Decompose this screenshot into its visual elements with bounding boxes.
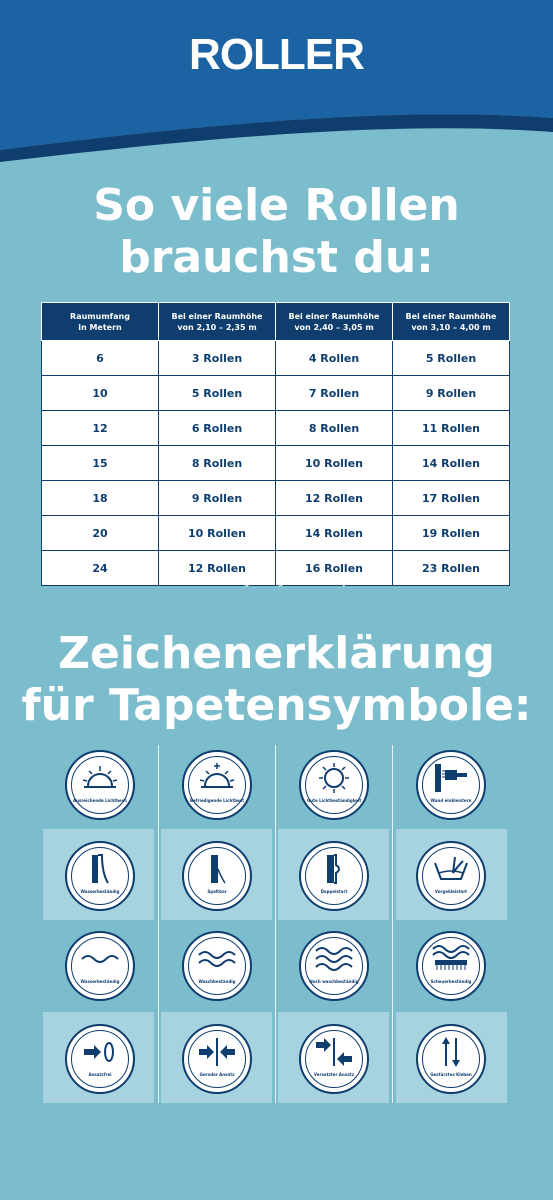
header-height-3: Bei einer Raumhöhe von 3,10 – 4,00 m bbox=[392, 302, 510, 341]
table-cell: 9 Rollen bbox=[158, 480, 276, 516]
table-cell: 8 Rollen bbox=[158, 445, 276, 481]
roller-logo[interactable]: ROLLER bbox=[189, 30, 365, 79]
table-cell: 10 Rollen bbox=[158, 515, 276, 551]
table-note: Diese Tabelle gilt für gemusterte Tapete… bbox=[181, 578, 372, 587]
dry-strippable-icon: Doppelstart bbox=[299, 841, 369, 911]
table-cell: 6 bbox=[41, 340, 159, 376]
grid-divider bbox=[275, 745, 276, 1103]
table-header-row: Raumumfang in Metern Bei einer Raumhöhe vo… bbox=[41, 302, 510, 341]
table-cell: 16 Rollen bbox=[275, 550, 393, 586]
grid-divider bbox=[158, 745, 159, 1103]
rolls-table: Raumumfang in Metern Bei einer Raumhöhe vo… bbox=[41, 302, 510, 586]
scrubbable-icon: Scheuerbeständig bbox=[416, 931, 486, 1001]
sun-half-plus-icon: Befriedigende Lichtbeständigkeit bbox=[182, 750, 252, 820]
table-cell: 12 Rollen bbox=[275, 480, 393, 516]
reverse-hanging-icon: Gestürztes Kleben bbox=[416, 1024, 486, 1094]
table-row: 18 9 Rollen 12 Rollen 17 Rollen bbox=[41, 480, 510, 516]
table-cell: 14 Rollen bbox=[392, 445, 510, 481]
table-cell: 20 bbox=[41, 515, 159, 551]
wet-removable-icon: Wasserbeständig bbox=[65, 841, 135, 911]
table-cell: 19 Rollen bbox=[392, 515, 510, 551]
table-row: 24 12 Rollen 16 Rollen 23 Rollen bbox=[41, 550, 510, 586]
table-row: 10 5 Rollen 7 Rollen 9 Rollen bbox=[41, 375, 510, 411]
table-cell: 5 Rollen bbox=[392, 340, 510, 376]
header-height-2: Bei einer Raumhöhe von 2,40 – 3,05 m bbox=[275, 302, 393, 341]
table-cell: 23 Rollen bbox=[392, 550, 510, 586]
table-cell: 4 Rollen bbox=[275, 340, 393, 376]
prepasted-icon: Vorgekleistert bbox=[416, 841, 486, 911]
table-row: 12 6 Rollen 8 Rollen 11 Rollen bbox=[41, 410, 510, 446]
table-cell: 10 Rollen bbox=[275, 445, 393, 481]
washable-icon: Waschbeständig bbox=[182, 931, 252, 1001]
table-cell: 3 Rollen bbox=[158, 340, 276, 376]
header-height-1: Bei einer Raumhöhe von 2,10 – 2,35 m bbox=[158, 302, 276, 341]
table-cell: 10 bbox=[41, 375, 159, 411]
table-row: 15 8 Rollen 10 Rollen 14 Rollen bbox=[41, 445, 510, 481]
sun-full-icon: Gute Lichtbeständigkeit bbox=[299, 750, 369, 820]
table-cell: 8 Rollen bbox=[275, 410, 393, 446]
table-cell: 18 bbox=[41, 480, 159, 516]
table-cell: 6 Rollen bbox=[158, 410, 276, 446]
paste-wall-icon: Wand einkleistern bbox=[416, 750, 486, 820]
table-cell: 9 Rollen bbox=[392, 375, 510, 411]
table-cell: 11 Rollen bbox=[392, 410, 510, 446]
splittable-icon: Spaltbar bbox=[182, 841, 252, 911]
header-band bbox=[0, 0, 553, 162]
grid-divider bbox=[392, 745, 393, 1103]
table-cell: 14 Rollen bbox=[275, 515, 393, 551]
straight-match-icon: Gerader Ansatz bbox=[182, 1024, 252, 1094]
table-cell: 24 bbox=[41, 550, 159, 586]
table-cell: 7 Rollen bbox=[275, 375, 393, 411]
symbols-grid: Ausreichende Lichtbeständigkeit Befriedi… bbox=[41, 745, 511, 1105]
table-cell: 12 bbox=[41, 410, 159, 446]
table-cell: 17 Rollen bbox=[392, 480, 510, 516]
table-row: 20 10 Rollen 14 Rollen 19 Rollen bbox=[41, 515, 510, 551]
symbols-heading: Zeichenerklärung für Tapetensymbole: bbox=[21, 628, 532, 731]
table-cell: 5 Rollen bbox=[158, 375, 276, 411]
free-match-icon: Ansatzfrei bbox=[65, 1024, 135, 1094]
header-room-circumference: Raumumfang in Metern bbox=[41, 302, 159, 341]
rolls-heading: So viele Rollen brauchst du: bbox=[93, 180, 460, 283]
offset-match-icon: Versetzter Ansatz bbox=[299, 1024, 369, 1094]
highly-washable-icon: Hoch waschbeständig bbox=[299, 931, 369, 1001]
water-resistant-icon: Wasserbeständig bbox=[65, 931, 135, 1001]
table-cell: 15 bbox=[41, 445, 159, 481]
sun-half-icon: Ausreichende Lichtbeständigkeit bbox=[65, 750, 135, 820]
